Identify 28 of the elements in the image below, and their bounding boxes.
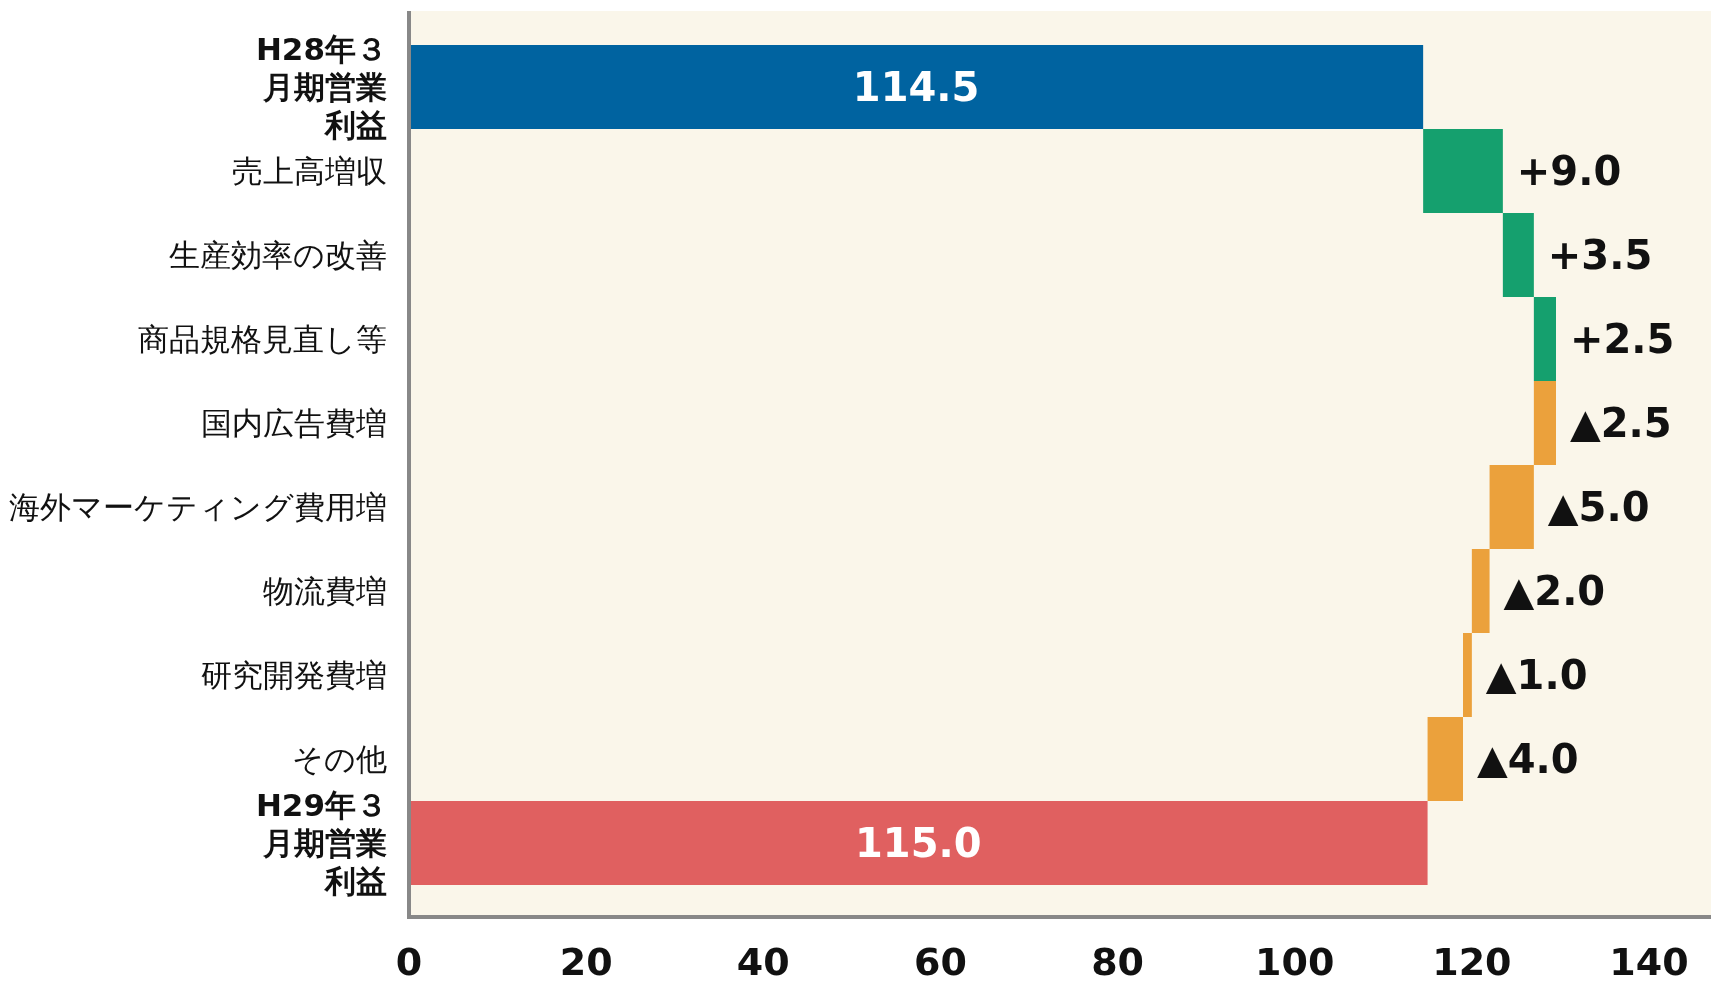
- y-tick-label: 海外マーケティング費用増: [9, 489, 387, 525]
- data-label: ▲4.0: [1477, 736, 1579, 782]
- data-label: ▲5.0: [1547, 484, 1650, 530]
- y-tick-label: 物流費増: [263, 573, 387, 609]
- x-tick-label: 0: [395, 940, 423, 984]
- data-label: +9.0: [1516, 148, 1622, 194]
- y-tick-label: 商品規格見直し等: [138, 321, 387, 357]
- data-label: +2.5: [1570, 316, 1675, 362]
- x-tick-label: 60: [913, 940, 967, 984]
- x-tick-label: 120: [1432, 940, 1512, 984]
- data-label: ▲2.0: [1503, 568, 1606, 614]
- x-tick-label: 140: [1609, 940, 1689, 984]
- data-label: 114.5: [852, 64, 980, 110]
- data-label: +3.5: [1547, 232, 1653, 278]
- x-tick-label: 20: [559, 940, 613, 984]
- x-tick-label: 80: [1091, 940, 1145, 984]
- y-tick-label: 生産効率の改善: [169, 237, 387, 273]
- y-tick-label: 売上高増収: [232, 153, 387, 189]
- y-tick-label: H28年３月期営業利益: [255, 31, 387, 143]
- y-tick-label: その他: [292, 741, 387, 777]
- data-label: ▲1.0: [1485, 652, 1588, 698]
- y-tick-label: 研究開発費増: [201, 657, 387, 693]
- data-label: 115.0: [855, 820, 982, 866]
- x-tick-label: 100: [1255, 940, 1335, 984]
- y-tick-label: 国内広告費増: [201, 405, 387, 441]
- data-label: ▲2.5: [1570, 400, 1672, 446]
- y-tick-label: H29年３月期営業利益: [255, 787, 387, 899]
- x-tick-label: 40: [736, 940, 790, 984]
